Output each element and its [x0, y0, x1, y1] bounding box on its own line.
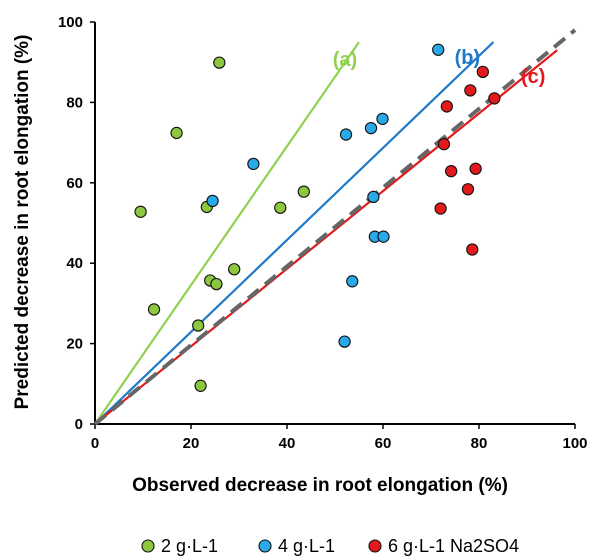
y-tick-label: 0 [75, 416, 83, 433]
reference-line-labels: (a) (b) (c) [333, 47, 546, 88]
x-tick-label: 20 [183, 435, 200, 452]
data-point-series-3[interactable] [434, 202, 447, 215]
data-point-series-3[interactable] [440, 100, 453, 113]
x-axis-title: Observed decrease in root elongation (%) [132, 475, 508, 496]
y-tick-label: 80 [66, 94, 83, 111]
data-point-series-1[interactable] [170, 126, 183, 140]
data-point-series-2[interactable] [247, 157, 260, 171]
data-point-series-3[interactable] [466, 243, 479, 256]
data-point-series-2[interactable] [367, 190, 380, 204]
y-tick-label: 20 [66, 336, 83, 353]
reference-line-b [94, 41, 495, 425]
reference-line-label: (a) [333, 49, 357, 71]
data-point-series-3[interactable] [476, 65, 489, 78]
y-tick-label: 40 [66, 255, 83, 272]
data-point-series-1[interactable] [274, 201, 287, 214]
data-point-series-3[interactable] [469, 162, 482, 175]
one-to-one-line [93, 28, 577, 426]
legend-marker[interactable] [258, 539, 272, 553]
data-point-series-1[interactable] [213, 56, 226, 69]
y-tick-label: 60 [66, 175, 83, 192]
data-point-series-3[interactable] [488, 92, 501, 105]
tick-labels: 0 20 40 60 80 100 0 20 40 60 80 100 [58, 14, 588, 452]
legend-marker[interactable] [141, 539, 155, 553]
data-point-series-1[interactable] [134, 205, 147, 218]
data-point-series-1[interactable] [192, 319, 205, 332]
data-point-series-3[interactable] [464, 84, 477, 97]
data-point-series-2[interactable] [376, 112, 389, 126]
data-points [134, 43, 501, 392]
data-point-series-1[interactable] [228, 263, 241, 276]
reference-line-label: (b) [455, 47, 481, 69]
axes [90, 21, 576, 429]
data-point-series-2[interactable] [377, 230, 390, 243]
reference-lines [93, 28, 577, 426]
reference-line-a [94, 41, 360, 425]
data-point-series-1[interactable] [147, 303, 161, 316]
x-tick-label: 60 [375, 435, 392, 452]
data-point-series-1[interactable] [194, 379, 207, 392]
data-point-series-1[interactable] [210, 277, 223, 291]
x-tick-label: 100 [562, 435, 587, 452]
reference-line-label: (c) [521, 66, 545, 88]
data-point-series-1[interactable] [297, 185, 310, 198]
data-point-series-2[interactable] [339, 128, 353, 141]
x-tick-label: 40 [279, 435, 296, 452]
y-axis-title: Predicted decrease in root elongation (%… [12, 35, 33, 410]
data-point-series-3[interactable] [437, 138, 451, 151]
data-point-series-2[interactable] [432, 43, 445, 56]
data-point-series-2[interactable] [346, 275, 359, 288]
data-point-series-3[interactable] [461, 183, 475, 196]
x-tick-label: 80 [471, 435, 488, 452]
y-tick-label: 100 [58, 14, 83, 31]
x-tick-label: 0 [91, 435, 99, 452]
data-point-series-3[interactable] [445, 164, 458, 178]
data-point-series-2[interactable] [338, 335, 351, 348]
data-point-series-2[interactable] [206, 194, 219, 208]
legend-marker[interactable] [368, 539, 382, 553]
legend-label[interactable]: 6 g·L-1 Na2SO4 [388, 536, 519, 556]
legend-label[interactable]: 2 g·L-1 [161, 536, 218, 556]
legend[interactable]: 2 g·L-1 4 g·L-1 6 g·L-1 Na2SO4 [141, 536, 519, 556]
data-point-series-2[interactable] [364, 121, 378, 135]
legend-label[interactable]: 4 g·L-1 [278, 536, 335, 556]
